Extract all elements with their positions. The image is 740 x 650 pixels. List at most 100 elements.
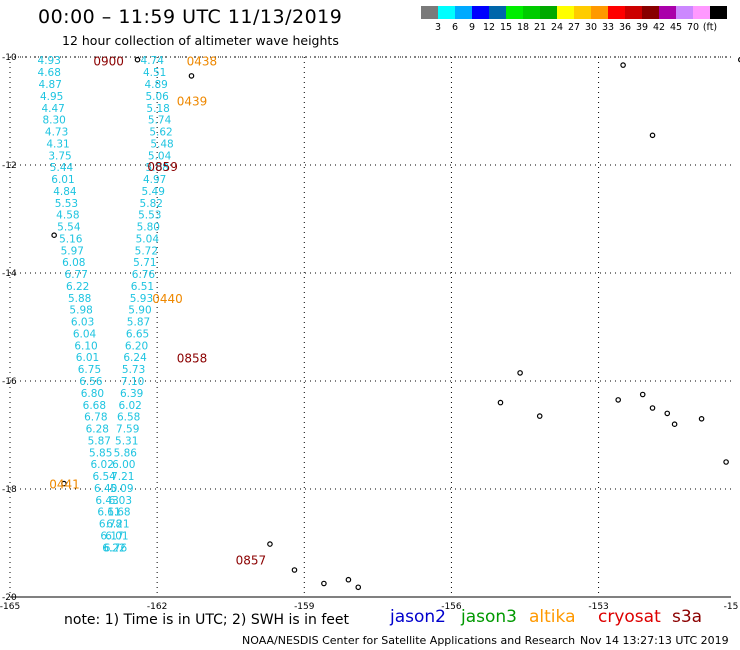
wave-height-value: 5.48 — [150, 138, 173, 150]
x-tick-label: -156 — [441, 602, 462, 612]
island-outline — [671, 421, 678, 428]
color-swatch — [608, 6, 625, 19]
wave-height-value: 5.80 — [137, 222, 160, 234]
color-swatch — [591, 6, 608, 19]
wave-height-value: 6.22 — [66, 281, 89, 293]
wave-height-value: 6.02 — [118, 400, 141, 412]
wave-height-value: 6.00 — [112, 459, 135, 471]
island-outline — [355, 584, 362, 591]
wave-height-value: 5.87 — [127, 317, 150, 329]
island-outline — [51, 232, 57, 239]
wave-height-value: 6.03 — [109, 495, 132, 507]
color-scale-label: 39 — [635, 22, 649, 33]
island-outline — [267, 541, 273, 547]
wave-height-value: 6.65 — [126, 328, 149, 340]
color-swatch — [625, 6, 642, 19]
y-tick-label: -10 — [2, 53, 17, 63]
wave-height-value: 6.01 — [51, 174, 74, 186]
wave-height-value: 4.84 — [53, 186, 77, 198]
wave-height-value: 5.04 — [148, 150, 172, 162]
wave-height-value: 6.58 — [117, 412, 140, 424]
wave-height-value: 5.74 — [148, 115, 172, 127]
wave-height-value: 6.68 — [107, 507, 130, 519]
footer-note: note: 1) Time is in UTC; 2) SWH is in fe… — [64, 612, 350, 628]
color-swatch — [710, 6, 727, 19]
color-swatch — [557, 6, 574, 19]
wave-height-value: 7.21 — [111, 471, 134, 483]
generation-timestamp: Nov 14 13:27:13 UTC 2019 — [580, 634, 729, 647]
wave-height-value: 5.86 — [114, 447, 138, 459]
color-scale-label: 12 — [482, 22, 496, 33]
pass-time-label: 0441 — [49, 478, 80, 492]
wave-height-value: 6.77 — [65, 269, 88, 281]
wave-height-value: 6.68 — [83, 400, 106, 412]
wave-height-value: 6.54 — [92, 471, 116, 483]
island-outline — [698, 415, 705, 422]
color-scale-label: 42 — [652, 22, 666, 33]
legend-item-s3a: s3a — [672, 607, 703, 627]
wave-height-value: 4.74 — [141, 55, 165, 67]
color-scale-label: 6 — [451, 22, 459, 33]
wave-height-value: 6.22 — [102, 542, 125, 554]
wave-height-value: 6.04 — [73, 328, 97, 340]
island-outline — [188, 73, 195, 79]
wave-height-value: 5.98 — [69, 305, 92, 317]
wave-height-value: 6.51 — [131, 281, 154, 293]
wave-height-value: 4.73 — [45, 127, 68, 139]
color-swatch — [438, 6, 455, 19]
wave-height-value: 6.75 — [78, 364, 101, 376]
wave-height-value: 7.10 — [121, 376, 144, 388]
color-scale-label: 18 — [516, 22, 530, 33]
wave-height-value: 6.28 — [86, 424, 109, 436]
color-swatch — [642, 6, 659, 19]
color-scale-label: 3 — [434, 22, 442, 33]
y-tick-label: -16 — [2, 377, 17, 387]
color-scale-label: 9 — [468, 22, 476, 33]
pass-time-label: 0900 — [93, 54, 124, 68]
island-outline — [536, 413, 543, 419]
island-outline — [649, 405, 656, 411]
island-outline — [497, 399, 504, 406]
wave-height-value: 6.08 — [62, 257, 85, 269]
pass-time-label: 0439 — [177, 94, 208, 108]
wave-height-value: 4.97 — [143, 174, 166, 186]
island-outline — [723, 459, 729, 465]
wave-height-value: 6.20 — [125, 340, 148, 352]
color-swatch — [489, 6, 506, 19]
island-outline — [61, 480, 67, 487]
color-swatch — [693, 6, 710, 19]
wave-height-value: 5.06 — [145, 91, 169, 103]
wave-height-value: 8.30 — [42, 115, 65, 127]
color-swatch — [455, 6, 472, 19]
y-tick-label: -20 — [2, 593, 17, 603]
wave-height-value: 6.39 — [120, 388, 143, 400]
wave-height-value: 6.03 — [71, 317, 94, 329]
wave-height-value: 6.78 — [84, 412, 107, 424]
island-outline — [291, 567, 298, 573]
wave-height-value: 5.04 — [136, 233, 160, 245]
wave-height-value: 5.54 — [57, 222, 81, 234]
color-scale-label: 70 — [686, 22, 700, 33]
wave-height-value: 5.97 — [61, 245, 84, 257]
island-outline — [615, 397, 621, 403]
color-scale-label: 33 — [601, 22, 615, 33]
wave-height-value: 5.53 — [55, 198, 78, 210]
legend-item-jason3: jason3 — [461, 607, 517, 627]
wave-height-value: 3.75 — [48, 150, 71, 162]
wave-height-value: 5.85 — [89, 447, 112, 459]
wave-height-value: 4.58 — [56, 210, 79, 222]
credit-line: NOAA/NESDIS Center for Satellite Applica… — [242, 634, 576, 647]
island-outline — [517, 370, 523, 376]
wave-height-value: 5.90 — [128, 305, 151, 317]
pass-time-label: 0858 — [177, 351, 208, 365]
wave-height-value: 5.09 — [110, 483, 133, 495]
wave-height-value: 5.18 — [146, 103, 169, 115]
x-tick-label: -15 — [724, 602, 739, 612]
wave-height-value: 4.51 — [143, 67, 166, 79]
wave-height-value: 4.31 — [46, 138, 69, 150]
island-outline — [664, 410, 671, 417]
color-scale-label: 21 — [533, 22, 547, 33]
x-tick-label: -159 — [294, 602, 315, 612]
wave-height-value: 5.49 — [142, 186, 165, 198]
wave-height-value: 5.88 — [68, 293, 91, 305]
